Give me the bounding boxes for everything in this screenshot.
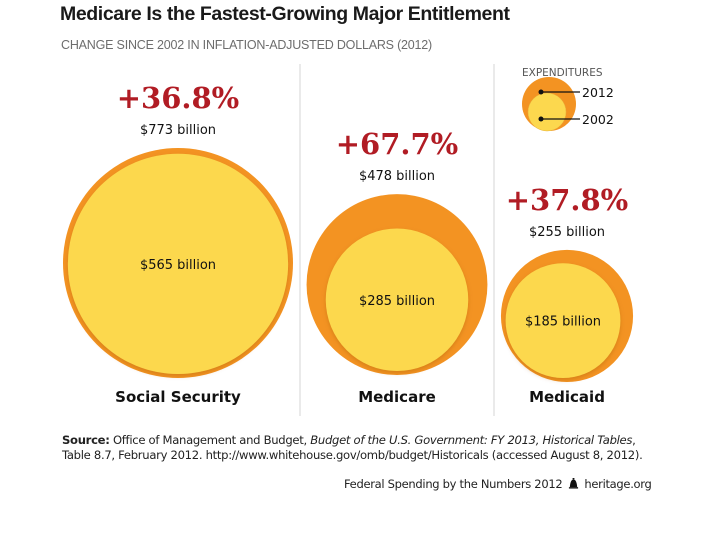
source-title: Budget of the U.S. Government: FY 2013, …	[310, 433, 633, 447]
bubble-2002-medicaid	[505, 263, 621, 378]
footer-text: Federal Spending by the Numbers 2012	[344, 477, 563, 491]
bubble-2002-social-security	[67, 153, 289, 374]
bubble-2002-medicare	[325, 228, 469, 371]
liberty-bell-icon	[569, 478, 579, 489]
footer: Federal Spending by the Numbers 2012 heri…	[344, 477, 652, 491]
value-2002-social-security: $565 billion	[140, 258, 216, 273]
legend-label-2002: 2002	[582, 112, 614, 127]
change-label-medicaid: +37.8%	[506, 183, 629, 217]
category-label-social-security: Social Security	[115, 388, 241, 406]
value-2012-medicare: $478 billion	[359, 169, 435, 184]
source-label: Source:	[62, 433, 110, 447]
legend-label-2012: 2012	[582, 85, 614, 100]
value-2002-medicaid: $185 billion	[525, 315, 601, 330]
chart-subtitle: CHANGE SINCE 2002 IN INFLATION-ADJUSTED …	[61, 38, 433, 52]
category-label-medicare: Medicare	[358, 388, 436, 406]
value-2012-social-security: $773 billion	[140, 123, 216, 138]
value-2002-medicare: $285 billion	[359, 294, 435, 309]
source-text-1: Office of Management and Budget,	[109, 433, 311, 447]
legend: EXPENDITURES 2012 2002	[522, 67, 614, 132]
source-note: Source: Office of Management and Budget,…	[62, 433, 662, 463]
legend-swatch-2002	[527, 92, 567, 132]
value-2012-medicaid: $255 billion	[529, 225, 605, 240]
category-label-medicaid: Medicaid	[529, 388, 605, 406]
legend-title: EXPENDITURES	[522, 67, 603, 79]
change-label-social-security: +36.8%	[117, 81, 240, 115]
footer-site: heritage.org	[584, 477, 652, 491]
chart-title: Medicare Is the Fastest-Growing Major En…	[60, 3, 510, 25]
source-text-2: , Table 8.7, February 2012. http://www.w…	[62, 433, 643, 462]
change-label-medicare: +67.7%	[336, 127, 459, 161]
